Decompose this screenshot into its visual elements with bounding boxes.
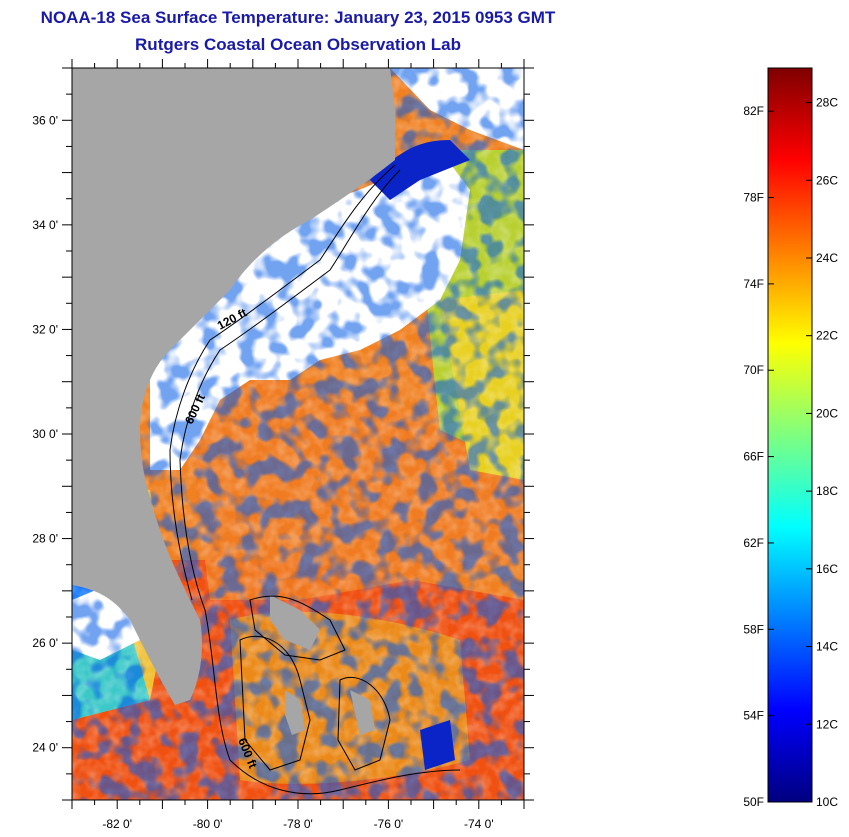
map-axes: -82 0' -80 0' -78 0' -76 0' -74 0' 24 0' 26 0'… (32, 59, 534, 831)
map-title: NOAA-18 Sea Surface Temperature: January… (40, 8, 556, 27)
colorbar-c-label: 10C (816, 795, 838, 809)
colorbar-ticks: 50F 54F 58F 62F 66F 70F 74F 78F 82F 10C 12C 14C 16C 1… (743, 96, 838, 809)
colorbar-f-label: 82F (743, 104, 764, 118)
colorbar-c-label: 18C (816, 484, 838, 498)
colorbar-f-label: 58F (743, 622, 764, 636)
colorbar-c-label: 16C (816, 562, 838, 576)
colorbar-f-label: 54F (743, 709, 764, 723)
x-tick-label: -78 0' (283, 817, 313, 831)
colorbar-c-label: 28C (816, 96, 838, 110)
map-subtitle: Rutgers Coastal Ocean Observation Lab (135, 35, 461, 54)
colorbar-f-label: 66F (743, 450, 764, 464)
y-tick-label: 34 0' (32, 218, 58, 232)
y-tick-label: 24 0' (32, 741, 58, 755)
colorbar-f-label: 78F (743, 191, 764, 205)
cold-water-plume (370, 140, 470, 200)
island (270, 595, 320, 650)
colorbar-c-label: 14C (816, 640, 838, 654)
land-mass (72, 68, 395, 705)
colorbar-f-label: 74F (743, 277, 764, 291)
y-tick-label: 32 0' (32, 322, 58, 336)
island (350, 690, 375, 735)
colorbar-f-label: 62F (743, 536, 764, 550)
x-tick-label: -76 0' (374, 817, 404, 831)
y-tick-label: 36 0' (32, 113, 58, 127)
depth-contour (249, 595, 346, 661)
y-tick-label: 30 0' (32, 427, 58, 441)
depth-contour (239, 635, 311, 771)
cold-water-patch (420, 720, 455, 770)
y-tick-label: 26 0' (32, 636, 58, 650)
colorbar-c-label: 12C (816, 717, 838, 731)
depth-contour-600ft (179, 169, 461, 795)
temperature-colorbar: 50F 54F 58F 62F 66F 70F 74F 78F 82F 10C 12C 14C 16C 1… (700, 0, 849, 832)
colorbar-c-label: 26C (816, 173, 838, 187)
island (285, 690, 305, 735)
depth-contour (337, 676, 391, 771)
x-tick-label: -82 0' (102, 817, 132, 831)
depth-contour-120ft (169, 164, 396, 601)
colorbar-f-label: 50F (743, 795, 764, 809)
y-tick-label: 28 0' (32, 532, 58, 546)
colorbar-c-label: 20C (816, 406, 838, 420)
colorbar-c-label: 22C (816, 329, 838, 343)
x-tick-label: -80 0' (193, 817, 223, 831)
colorbar-f-label: 70F (743, 363, 764, 377)
colorbar-gradient (767, 67, 813, 803)
colorbar-c-label: 24C (816, 251, 838, 265)
x-tick-label: -74 0' (464, 817, 494, 831)
sst-map: 120 ft 600 ft 600 ft -82 0' -80 0' -78 0' -… (32, 59, 534, 831)
